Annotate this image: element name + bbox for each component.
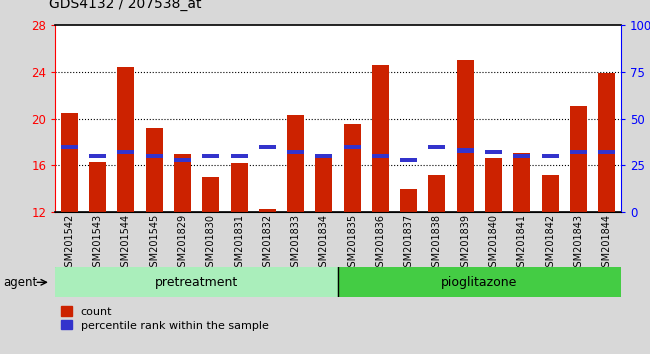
- Bar: [61, 145, 78, 149]
- Bar: [118, 67, 135, 212]
- Bar: [344, 145, 361, 149]
- Bar: [202, 154, 219, 158]
- Bar: [457, 148, 474, 153]
- Bar: [259, 209, 276, 212]
- Bar: [287, 115, 304, 212]
- FancyBboxPatch shape: [338, 267, 621, 297]
- Text: agent: agent: [3, 276, 37, 289]
- Text: pretreatment: pretreatment: [155, 276, 239, 289]
- Bar: [372, 65, 389, 212]
- Bar: [514, 154, 530, 158]
- Bar: [146, 154, 162, 158]
- Bar: [457, 60, 474, 212]
- Bar: [598, 73, 615, 212]
- Bar: [315, 154, 332, 158]
- Bar: [231, 154, 248, 158]
- Bar: [287, 150, 304, 154]
- Bar: [89, 162, 106, 212]
- Bar: [428, 145, 445, 149]
- Legend: count, percentile rank within the sample: count, percentile rank within the sample: [61, 307, 268, 331]
- Bar: [61, 113, 78, 212]
- Bar: [400, 158, 417, 162]
- Bar: [174, 158, 191, 162]
- Bar: [372, 154, 389, 158]
- FancyBboxPatch shape: [55, 267, 338, 297]
- Bar: [400, 189, 417, 212]
- Bar: [570, 150, 587, 154]
- Text: pioglitazone: pioglitazone: [441, 276, 517, 289]
- Bar: [514, 153, 530, 212]
- Bar: [202, 177, 219, 212]
- Bar: [344, 125, 361, 212]
- Bar: [541, 154, 558, 158]
- Bar: [118, 150, 135, 154]
- Bar: [259, 145, 276, 149]
- Bar: [89, 154, 106, 158]
- Bar: [146, 128, 162, 212]
- Bar: [231, 163, 248, 212]
- Bar: [428, 175, 445, 212]
- Bar: [570, 106, 587, 212]
- Bar: [598, 150, 615, 154]
- Bar: [485, 150, 502, 154]
- Text: GDS4132 / 207538_at: GDS4132 / 207538_at: [49, 0, 202, 11]
- Bar: [315, 154, 332, 212]
- Bar: [541, 175, 558, 212]
- Bar: [485, 159, 502, 212]
- Bar: [174, 154, 191, 212]
